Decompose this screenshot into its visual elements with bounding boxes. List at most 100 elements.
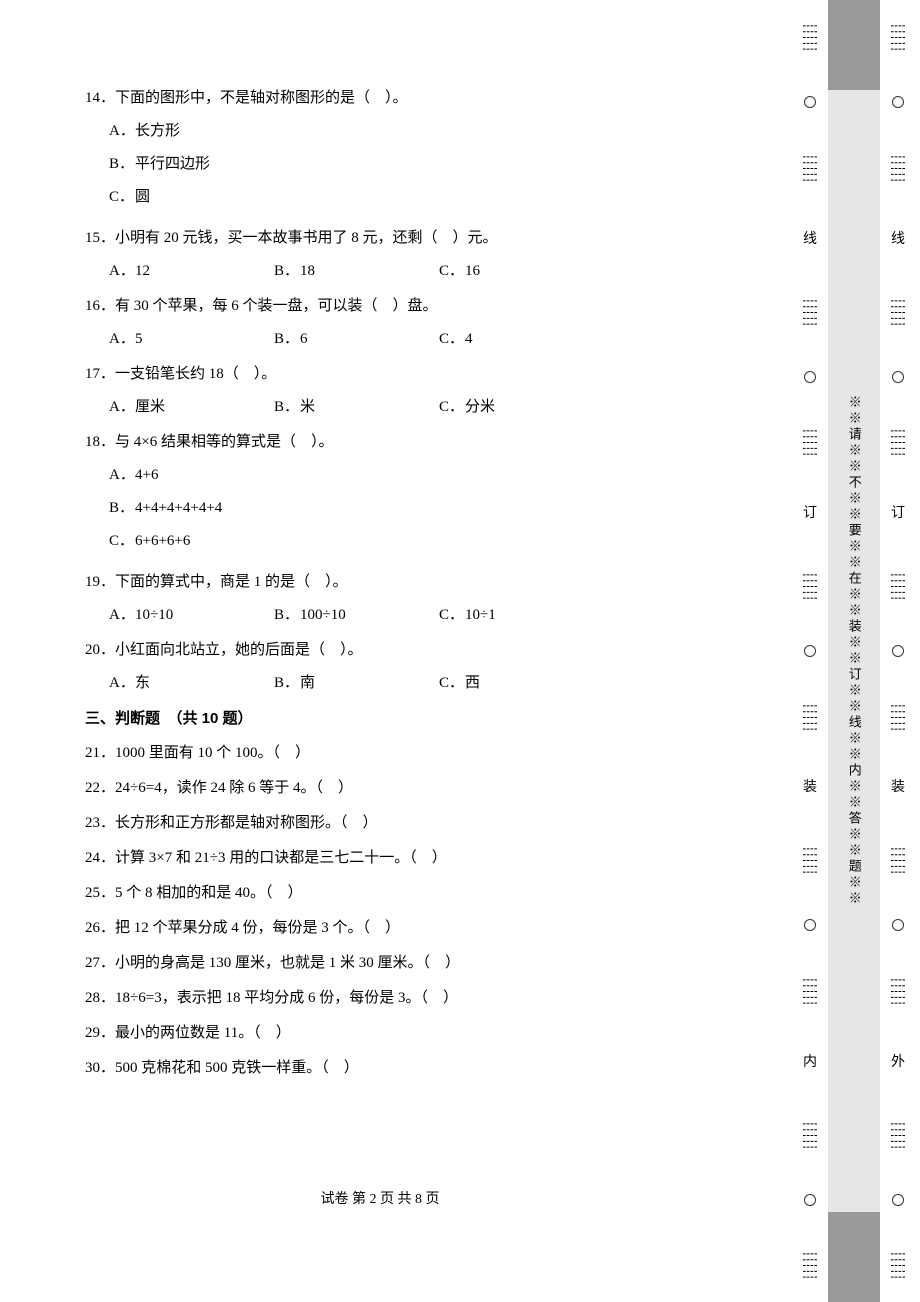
- judge-question: 24．计算 3×7 和 21÷3 用的口诀都是三七二十一。（ ）: [85, 845, 735, 872]
- option: A．12: [85, 258, 250, 285]
- page-footer: 试卷 第 2 页 共 8 页: [0, 1187, 760, 1212]
- option-text: 米: [300, 394, 315, 421]
- option-letter: A．: [85, 670, 135, 697]
- question-stem: 15．小明有 20 元钱，买一本故事书用了 8 元，还剩（ ）元。: [85, 225, 735, 252]
- option-letter: B．: [250, 326, 300, 353]
- binding-gray-inner: ※※请※※不※※要※※在※※装※※订※※线※※内※※答※※题※※: [828, 90, 880, 1212]
- judge-question: 30．500 克棉花和 500 克铁一样重。（ ）: [85, 1055, 735, 1082]
- margin-dots: ┊┊┊┊┊: [886, 1120, 909, 1149]
- margin-circle: [892, 371, 904, 383]
- option-letter: A．: [85, 462, 135, 489]
- option: B．南: [250, 670, 415, 697]
- margin-dots: ┊┊┊┊┊: [886, 845, 909, 874]
- option-text: 长方形: [135, 118, 180, 145]
- question-stem: 20．小红面向北站立，她的后面是（ ）。: [85, 637, 735, 664]
- question-stem: 17．一支铅笔长约 18（ ）。: [85, 361, 735, 388]
- option: A．长方形: [85, 118, 415, 145]
- margin-dots: ┊┊┊┊┊: [798, 153, 821, 182]
- margin-circle: [804, 645, 816, 657]
- option-text: 东: [135, 670, 150, 697]
- question-options: A．12B．18C．16: [85, 258, 735, 285]
- margin-dots: ┊┊┊┊┊: [798, 22, 821, 51]
- binding-margin-inner: ┊┊┊┊┊ ┊┊┊┊┊ 线 ┊┊┊┊┊ ┊┊┊┊┊ 订 ┊┊┊┊┊ ┊┊┊┊┊ …: [790, 0, 830, 1302]
- option: B．米: [250, 394, 415, 421]
- judge-question: 28．18÷6=3，表示把 18 平均分成 6 份，每份是 3。（ ）: [85, 985, 735, 1012]
- binding-gray-band: ※※请※※不※※要※※在※※装※※订※※线※※内※※答※※题※※: [828, 0, 880, 1302]
- option-letter: B．: [250, 258, 300, 285]
- question-stem: 16．有 30 个苹果，每 6 个装一盘，可以装（ ）盘。: [85, 293, 735, 320]
- option-text: 100÷10: [300, 602, 346, 629]
- option: A．5: [85, 326, 250, 353]
- option-letter: B．: [250, 394, 300, 421]
- option-letter: A．: [85, 258, 135, 285]
- option-text: 18: [300, 258, 315, 285]
- option-letter: C．: [415, 326, 465, 353]
- option-text: 4: [465, 326, 473, 353]
- option: C．10÷1: [415, 602, 580, 629]
- margin-circle: [804, 371, 816, 383]
- judge-question: 27．小明的身高是 130 厘米，也就是 1 米 30 厘米。（ ）: [85, 950, 735, 977]
- margin-char: 线: [803, 227, 817, 252]
- margin-dots: ┊┊┊┊┊: [798, 1120, 821, 1149]
- question: 15．小明有 20 元钱，买一本故事书用了 8 元，还剩（ ）元。A．12B．1…: [85, 225, 735, 285]
- judge-question: 21．1000 里面有 10 个 100。（ ）: [85, 740, 735, 767]
- margin-dots: ┊┊┊┊┊: [798, 976, 821, 1005]
- margin-circle: [892, 919, 904, 931]
- margin-dots: ┊┊┊┊┊: [886, 976, 909, 1005]
- option-text: 10÷10: [135, 602, 173, 629]
- question-stem: 18．与 4×6 结果相等的算式是（ ）。: [85, 429, 735, 456]
- margin-dots: ┊┊┊┊┊: [886, 427, 909, 456]
- question: 16．有 30 个苹果，每 6 个装一盘，可以装（ ）盘。 A．5B．6C．4: [85, 293, 735, 353]
- question: 17．一支铅笔长约 18（ ）。A．厘米B．米C．分米: [85, 361, 735, 421]
- option-text: 16: [465, 258, 480, 285]
- margin-char: 内: [803, 1050, 817, 1075]
- question: 14．下面的图形中，不是轴对称图形的是（ ）。A．长方形B．平行四边形C．圆: [85, 85, 735, 217]
- margin-dots: ┊┊┊┊┊: [798, 427, 821, 456]
- option-letter: B．: [250, 602, 300, 629]
- option-letter: A．: [85, 602, 135, 629]
- judge-question: 26．把 12 个苹果分成 4 份，每份是 3 个。（ ）: [85, 915, 735, 942]
- question-stem: 19．下面的算式中，商是 1 的是（ ）。: [85, 569, 735, 596]
- question-options: A．东B．南C．西: [85, 670, 735, 697]
- option-letter: B．: [85, 495, 135, 522]
- margin-dots: ┊┊┊┊┊: [886, 22, 909, 51]
- margin-circle: [804, 96, 816, 108]
- option: C．圆: [85, 184, 415, 211]
- option: A．10÷10: [85, 602, 250, 629]
- margin-dots: ┊┊┊┊┊: [798, 571, 821, 600]
- option-text: 南: [300, 670, 315, 697]
- option: C．分米: [415, 394, 580, 421]
- margin-dots: ┊┊┊┊┊: [886, 702, 909, 731]
- option-text: 6+6+6+6: [135, 528, 190, 555]
- option: C．4: [415, 326, 580, 353]
- option: B．6: [250, 326, 415, 353]
- margin-dots: ┊┊┊┊┊: [886, 571, 909, 600]
- option-letter: C．: [415, 258, 465, 285]
- question-stem: 14．下面的图形中，不是轴对称图形的是（ ）。: [85, 85, 735, 112]
- option: A．4+6: [85, 462, 415, 489]
- binding-warning-text: ※※请※※不※※要※※在※※装※※订※※线※※内※※答※※题※※: [842, 395, 865, 907]
- margin-char: 订: [891, 501, 905, 526]
- judge-question: 25．5 个 8 相加的和是 40。（ ）: [85, 880, 735, 907]
- option-text: 分米: [465, 394, 495, 421]
- option-text: 12: [135, 258, 150, 285]
- margin-dots: ┊┊┊┊┊: [798, 297, 821, 326]
- margin-circle: [804, 1194, 816, 1206]
- judge-question: 23．长方形和正方形都是轴对称图形。（ ）: [85, 810, 735, 837]
- margin-dots: ┊┊┊┊┊: [886, 1250, 909, 1279]
- question-options: A．4+6B．4+4+4+4+4+4C．6+6+6+6: [85, 462, 735, 561]
- option-text: 西: [465, 670, 480, 697]
- option: B．100÷10: [250, 602, 415, 629]
- option-text: 平行四边形: [135, 151, 210, 178]
- option-letter: C．: [85, 184, 135, 211]
- margin-circle: [892, 1194, 904, 1206]
- option: A．东: [85, 670, 250, 697]
- option: C．16: [415, 258, 580, 285]
- section-3-title: 三、判断题 （共 10 题）: [85, 705, 735, 732]
- margin-char: 装: [803, 775, 817, 800]
- question-options: A．5B．6C．4: [85, 326, 735, 353]
- binding-margin-outer: ┊┊┊┊┊ ┊┊┊┊┊ 线 ┊┊┊┊┊ ┊┊┊┊┊ 订 ┊┊┊┊┊ ┊┊┊┊┊ …: [878, 0, 918, 1302]
- option-letter: A．: [85, 394, 135, 421]
- question: 18．与 4×6 结果相等的算式是（ ）。A．4+6B．4+4+4+4+4+4C…: [85, 429, 735, 561]
- question: 19．下面的算式中，商是 1 的是（ ）。A．10÷10B．100÷10C．10…: [85, 569, 735, 629]
